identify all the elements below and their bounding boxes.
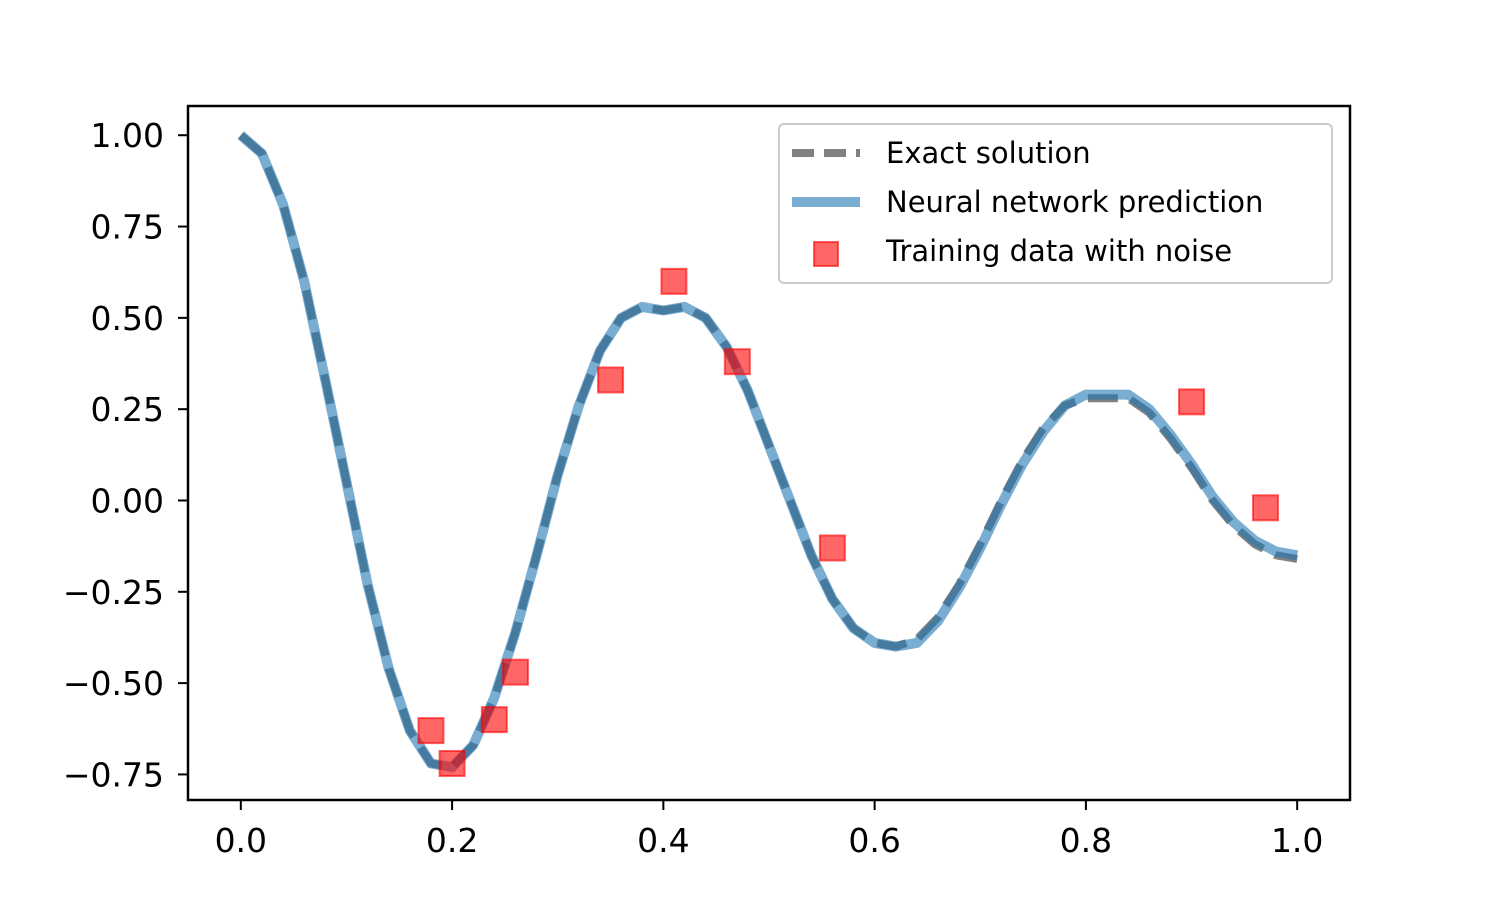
training-data-point [438,749,466,777]
axes-frame [186,104,1352,802]
legend: Exact solution Neural network prediction T… [778,123,1333,284]
plot-area [237,131,1299,777]
x-tick-label: 0.6 [848,821,900,860]
training-data-point [417,717,445,745]
y-tick-label: 1.00 [91,116,164,155]
legend-box [778,123,1333,284]
legend-label: Exact solution [886,136,1091,170]
y-tick-label: −0.25 [63,573,164,612]
y-tick-label: −0.75 [63,755,164,794]
y-tick-label: −0.50 [63,664,164,703]
y-tick-label: 0.25 [91,390,164,429]
x-tick-label: 0.4 [637,821,689,860]
legend-label: Neural network prediction [886,185,1263,219]
training-data-point [1251,494,1279,522]
training-data-point [1178,388,1206,416]
axes: 0.0 0.2 0.4 0.6 0.8 1.0 1.00 0.75 0.50 0.25 0.00 −0… [63,104,1352,860]
x-tick-label: 0.2 [426,821,478,860]
y-tick-label: 0.50 [91,299,164,338]
training-data-point [501,658,529,686]
x-tick-label: 0.8 [1060,821,1112,860]
training-data-point [597,366,625,394]
plot-series-group [237,131,1299,777]
x-tick-label: 0.0 [215,821,267,860]
training-data-point [818,534,846,562]
training-data-point [480,706,508,734]
legend-label: Training data with noise [885,234,1232,268]
x-tick-label: 1.0 [1271,821,1323,860]
training-data-point [723,348,751,376]
legend-handle-training-data [813,241,839,267]
y-tick-label: 0.75 [91,208,164,247]
y-tick-label: 0.00 [91,481,164,520]
training-data-point [660,267,688,295]
series-neural-network-prediction-line [237,131,1299,773]
